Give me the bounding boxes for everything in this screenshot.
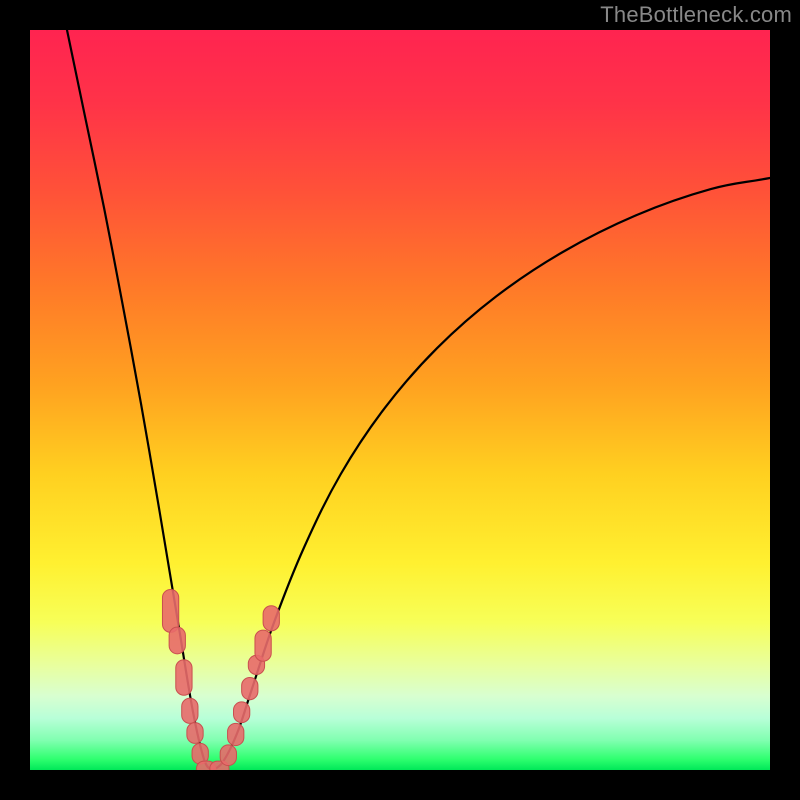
- watermark-text: TheBottleneck.com: [600, 2, 792, 28]
- data-marker: [220, 745, 236, 766]
- data-marker: [242, 678, 258, 700]
- data-marker: [228, 723, 244, 745]
- data-marker: [162, 589, 178, 632]
- bottleneck-chart: [0, 0, 800, 800]
- data-marker: [255, 630, 271, 661]
- data-marker: [263, 606, 279, 631]
- data-marker: [169, 627, 185, 654]
- data-marker: [187, 723, 203, 744]
- data-marker: [182, 698, 198, 723]
- data-marker: [234, 702, 250, 723]
- data-marker: [176, 660, 192, 696]
